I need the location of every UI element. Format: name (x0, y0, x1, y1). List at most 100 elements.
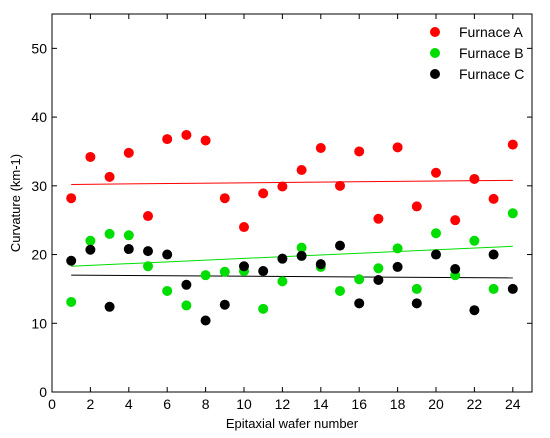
data-point-series-3 (181, 279, 192, 290)
data-point-series-2 (335, 285, 345, 296)
data-point-series-1 (431, 167, 441, 178)
data-point-series-3 (392, 261, 403, 272)
data-point-series-1 (411, 201, 422, 212)
data-point-series-1 (335, 180, 345, 191)
legend-marker (430, 27, 440, 37)
trend-line-3 (71, 274, 513, 279)
legend: Furnace A Furnace B Furnace C (430, 24, 524, 82)
data-point-series-2 (507, 208, 518, 219)
data-point-series-1 (181, 129, 192, 140)
y-tick-label: 10 (31, 315, 47, 331)
legend-label: Furnace A (459, 24, 523, 40)
data-point-series-2 (200, 270, 211, 281)
x-tick-label: 6 (163, 396, 171, 412)
y-tick-label: 50 (31, 40, 47, 56)
data-point-series-2 (354, 274, 365, 285)
plot-area (52, 14, 532, 392)
data-point-series-1 (239, 222, 249, 233)
data-point-series-1 (219, 193, 230, 204)
x-tick-label: 16 (351, 396, 367, 412)
x-tick-label: 0 (48, 396, 56, 412)
data-point-series-2 (181, 300, 192, 311)
data-point-series-1 (488, 193, 499, 204)
y-tick-label: 40 (31, 109, 47, 125)
x-tick-label: 8 (202, 396, 210, 412)
data-point-series-3 (104, 301, 115, 312)
data-point-series-2 (66, 296, 77, 307)
x-tick-label: 24 (505, 396, 521, 412)
data-point-series-3 (85, 244, 96, 255)
data-point-series-2 (488, 283, 499, 294)
data-point-series-1 (85, 151, 96, 162)
x-tick-label: 18 (390, 396, 406, 412)
data-point-series-2 (277, 276, 288, 287)
data-point-series-2 (219, 266, 230, 277)
data-point-series-2 (392, 243, 403, 254)
data-point-series-3 (507, 283, 518, 294)
data-point-series-3 (162, 249, 173, 260)
y-tick-label: 30 (31, 178, 47, 194)
data-point-series-3 (200, 315, 211, 326)
y-tick-label: 0 (39, 384, 47, 400)
data-point-series-1 (162, 134, 173, 145)
data-point-series-3 (219, 299, 230, 310)
x-tick-label: 20 (428, 396, 444, 412)
legend-marker (430, 69, 440, 79)
legend-label: Furnace B (459, 45, 524, 61)
x-tick-label: 10 (236, 396, 252, 412)
data-point-series-2 (123, 230, 134, 241)
data-point-series-1 (373, 213, 384, 224)
data-point-series-2 (258, 303, 269, 314)
data-point-series-1 (66, 193, 77, 204)
data-point-series-2 (373, 263, 384, 274)
x-tick-label: 22 (467, 396, 483, 412)
x-tick-label: 14 (313, 396, 329, 412)
data-point-series-1 (469, 173, 480, 184)
data-point-series-1 (143, 211, 153, 222)
data-point-series-1 (104, 171, 115, 182)
data-point-series-1 (354, 146, 365, 157)
trend-line-1 (71, 179, 513, 185)
data-point-series-3 (373, 274, 384, 285)
data-point-series-3 (239, 261, 249, 272)
data-point-series-1 (315, 143, 326, 154)
data-point-series-2 (296, 242, 307, 253)
data-point-series-3 (488, 249, 499, 260)
data-point-series-1 (296, 165, 307, 176)
data-point-series-2 (104, 228, 115, 239)
data-point-series-1 (123, 147, 134, 158)
data-point-series-2 (143, 261, 153, 272)
data-point-series-3 (258, 266, 269, 277)
x-tick-label: 2 (87, 396, 95, 412)
y-tick-label: 20 (31, 247, 47, 263)
data-point-series-1 (392, 142, 403, 153)
x-tick-label: 4 (125, 396, 133, 412)
data-point-series-3 (143, 246, 153, 257)
legend-label: Furnace C (459, 66, 524, 82)
data-point-series-2 (431, 228, 441, 239)
data-point-series-3 (123, 244, 134, 255)
data-point-series-1 (450, 215, 461, 226)
y-axis-label: Curvature (km-1) (8, 154, 23, 252)
data-point-series-3 (411, 298, 422, 309)
legend-marker (430, 48, 440, 58)
x-tick-label: 12 (275, 396, 291, 412)
data-point-series-1 (200, 135, 211, 146)
data-point-series-2 (469, 235, 480, 246)
plot-frame (51, 13, 533, 393)
data-point-series-3 (277, 253, 288, 264)
data-point-series-3 (354, 298, 365, 309)
data-points (66, 129, 518, 326)
data-point-series-3 (431, 249, 441, 260)
data-point-series-3 (335, 240, 345, 251)
data-point-series-1 (507, 139, 518, 150)
data-point-series-3 (450, 263, 461, 274)
data-point-series-2 (162, 285, 173, 296)
data-point-series-3 (66, 255, 77, 266)
data-point-series-2 (85, 235, 96, 246)
data-point-series-3 (469, 305, 480, 316)
data-point-series-1 (258, 188, 269, 199)
x-axis-label: Epitaxial wafer number (226, 416, 359, 431)
